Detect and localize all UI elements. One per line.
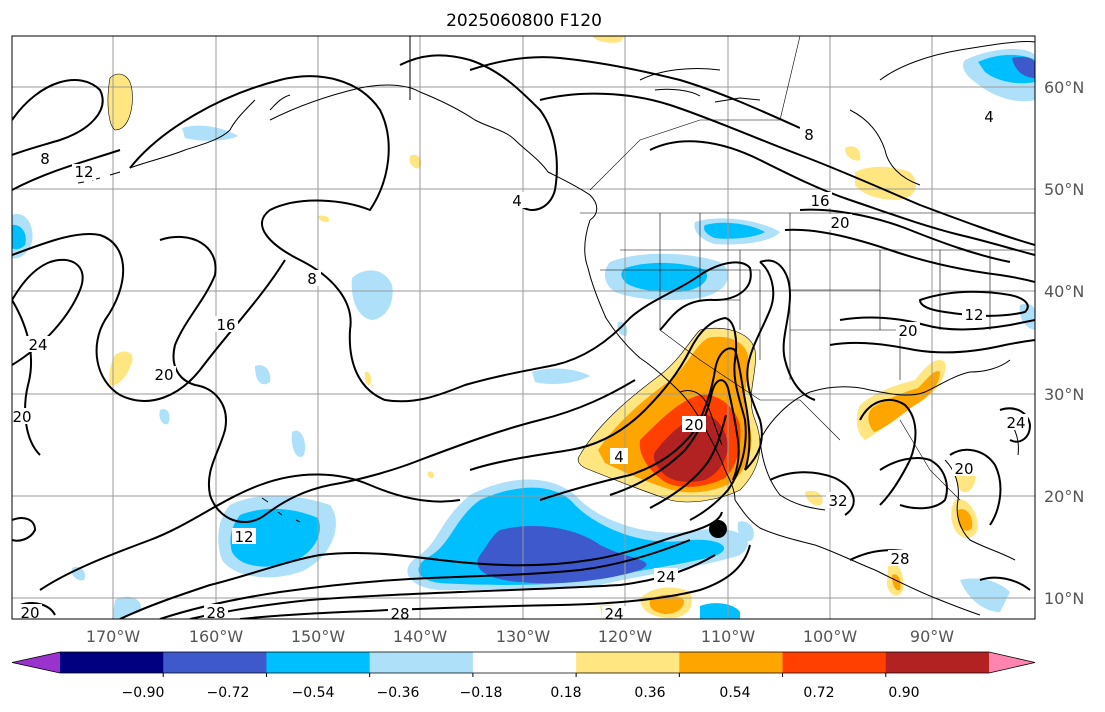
contour-label: 28 [890, 550, 909, 568]
colorbar-segment [679, 652, 784, 673]
colorbar-outline [11, 651, 1036, 674]
lon-label: 110°W [701, 627, 756, 646]
colorbar-tick-label: 0.54 [719, 685, 750, 701]
contour-label: 20 [154, 366, 173, 384]
lon-label: 170°W [86, 627, 141, 646]
longitude-labels: 170°W 160°W 150°W 140°W 130°W 120°W 110°… [86, 627, 954, 646]
colorbar-segment [163, 652, 267, 673]
colorbar-segment [60, 652, 164, 673]
colorbar-segment [782, 652, 887, 673]
contour-label: 28 [206, 604, 225, 622]
contour-label: 16 [810, 192, 829, 210]
colorbar-tick-label: 0.90 [888, 685, 919, 701]
coastlines [77, 36, 1035, 616]
contour-label: 24 [656, 568, 675, 586]
contour-label: 20 [830, 214, 849, 232]
colorbar-tick-label: −0.36 [377, 685, 420, 701]
contour-label: 32 [828, 492, 847, 510]
colorbar-segment [885, 652, 990, 673]
contour-label: 24 [604, 605, 623, 623]
contour-label: 8 [40, 150, 50, 168]
lon-label: 100°W [803, 627, 858, 646]
contour-label: 12 [74, 163, 93, 181]
graticule [12, 36, 1035, 619]
colorbar-tick-label: 0.36 [634, 685, 665, 701]
contour-label: 24 [1006, 414, 1025, 432]
lat-label: 10°N [1044, 589, 1084, 608]
colorbar-tick-label: 0.72 [803, 685, 834, 701]
colorbar-tick-label: 0.18 [550, 685, 581, 701]
map-frame [11, 35, 1036, 620]
latitude-labels: 60°N 50°N 40°N 30°N 20°N 10°N [1044, 78, 1084, 608]
contour-label: 20 [12, 408, 31, 426]
colorbar-segment [576, 652, 680, 673]
contour-label: 12 [964, 306, 983, 324]
height-contours [12, 54, 1035, 619]
contour-label: 16 [216, 316, 235, 334]
lat-label: 60°N [1044, 78, 1084, 97]
colorbar-tick-labels: −0.90 −0.72 −0.54 −0.36 −0.18 0.18 0.36 … [122, 685, 920, 701]
colorbar-extend-min [12, 652, 60, 673]
lon-label: 150°W [291, 627, 346, 646]
contour-label: 8 [307, 270, 317, 288]
lon-label: 140°W [393, 627, 448, 646]
lat-label: 40°N [1044, 282, 1084, 301]
contour-label: 4 [512, 192, 522, 210]
lon-label: 90°W [910, 627, 954, 646]
map-panel: 8 12 8 16 20 24 20 4 16 20 20 12 24 [12, 36, 1035, 623]
lat-label: 30°N [1044, 385, 1084, 404]
colorbar-segment [472, 652, 577, 673]
contour-label: 28 [390, 605, 409, 623]
colorbar-tick-label: −0.90 [122, 685, 165, 701]
contour-label: 20 [898, 322, 917, 340]
contour-label: 12 [234, 528, 253, 546]
contour-label: 4 [984, 108, 994, 126]
contour-label: 20 [684, 416, 703, 434]
colorbar-tick-label: −0.72 [207, 685, 250, 701]
colorbar-segment [266, 652, 371, 673]
lon-label: 120°W [598, 627, 653, 646]
map-title: 2025060800 F120 [446, 11, 602, 31]
contour-label: 20 [20, 604, 39, 622]
contour-label: 24 [28, 336, 47, 354]
contour-label: 4 [614, 448, 624, 466]
lat-label: 20°N [1044, 487, 1084, 506]
lon-label: 160°W [189, 627, 244, 646]
colorbar [11, 651, 1036, 677]
colorbar-tick-label: −0.18 [460, 685, 503, 701]
lat-label: 50°N [1044, 180, 1084, 199]
colorbar-extend-max [989, 652, 1035, 673]
shading-outlines [107, 73, 761, 503]
lon-label: 130°W [496, 627, 551, 646]
contour-label: 20 [954, 460, 973, 478]
storm-center-marker [709, 520, 727, 538]
contour-label: 8 [804, 126, 814, 144]
colorbar-tick-label: −0.54 [292, 685, 335, 701]
contour-labels: 8 12 8 16 20 24 20 4 16 20 20 12 24 [12, 108, 1028, 623]
colorbar-segment [369, 652, 474, 673]
